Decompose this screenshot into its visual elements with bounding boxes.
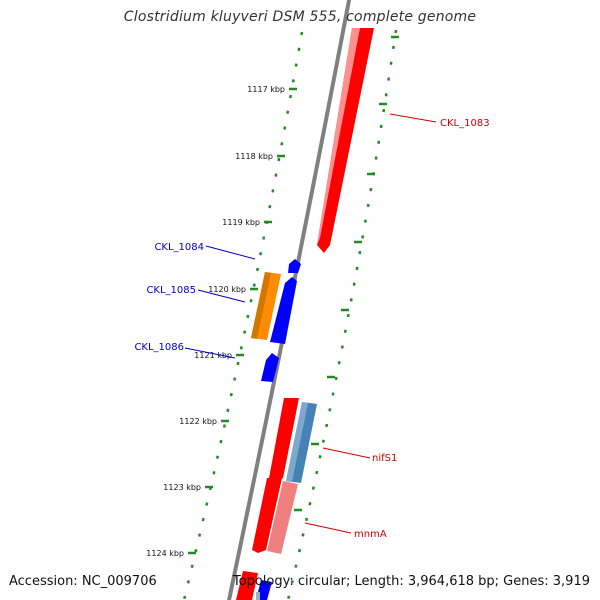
gene-nifs1-left[interactable] [269,398,299,482]
tick-label: 1122 kbp [179,417,217,426]
tick-label: 1118 kbp [235,152,273,161]
genome-title: Clostridium kluyveri DSM 555, complete g… [123,9,477,25]
tick-label: 1117 kbp [247,85,285,94]
label-ckl-1085[interactable]: CKL_1085 [146,285,196,296]
label-ckl-1084[interactable]: CKL_1084 [154,242,204,253]
label-mnma[interactable]: mnmA [354,529,387,540]
gene-mnma[interactable] [267,481,298,554]
tick-label: 1124 kbp [146,549,184,558]
accession-text: Accession: NC_009706 [9,574,157,589]
label-ckl-1086[interactable]: CKL_1086 [134,342,184,353]
gene-ckl-1085[interactable] [251,272,281,340]
gene-ckl-1084[interactable] [288,259,301,273]
gene-bottom-blue[interactable] [256,580,272,600]
tick-label: 1123 kbp [163,483,201,492]
tick-group: 1117 kbp 1118 kbp 1119 kbp 1120 kbp 1121 kbp… [146,35,399,558]
genome-summary-text: Topology: circular; Length: 3,964,618 bp… [232,574,590,589]
tick-label: 1120 kbp [208,285,246,294]
tick-label: 1121 kbp [194,351,232,360]
gene-ckl-1083[interactable] [317,28,374,253]
gene-bottom-red[interactable] [236,571,258,600]
leader-lines [184,113,437,534]
gene-nifs1[interactable] [286,402,317,483]
gene-ckl-1085-blue[interactable] [270,277,297,344]
label-ckl-1083[interactable]: CKL_1083 [440,118,490,129]
gene-ckl-1086[interactable] [261,353,279,382]
label-nifs1[interactable]: nifS1 [372,453,397,464]
gene-ckl-red-lower[interactable] [252,478,282,553]
tick-label: 1119 kbp [222,218,260,227]
gene-labels: CKL_1083 CKL_1084 CKL_1085 CKL_1086 nifS… [134,118,489,540]
